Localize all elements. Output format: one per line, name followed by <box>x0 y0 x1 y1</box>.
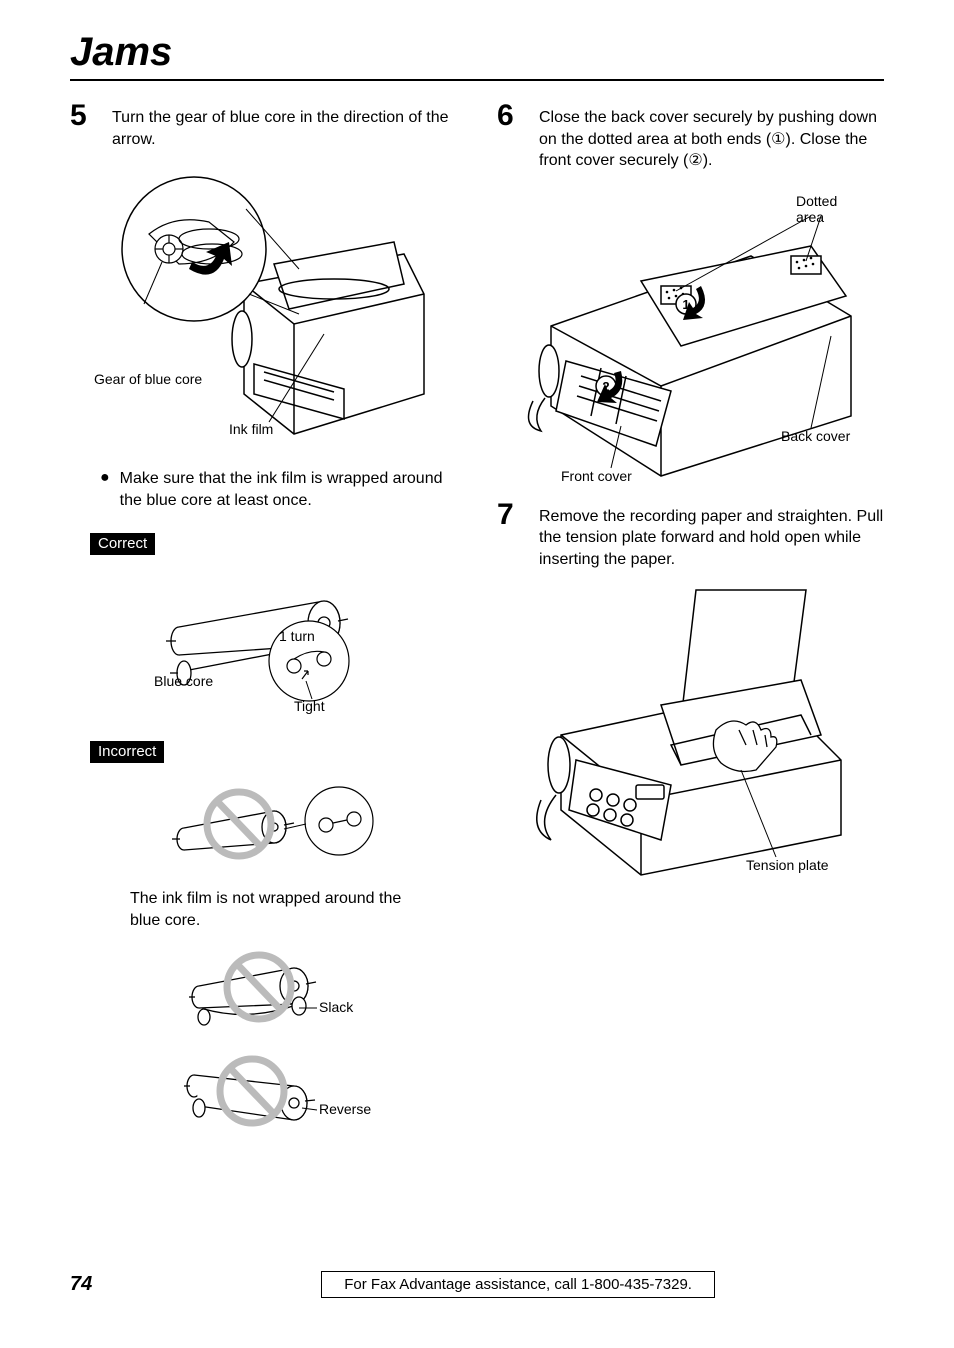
step-7-number: 7 <box>497 500 521 530</box>
step-5: 5 Turn the gear of blue core in the dire… <box>70 101 457 150</box>
step-5-number: 5 <box>70 101 94 131</box>
incorrect-diagram-1 <box>70 779 457 874</box>
label-reverse: Reverse <box>319 1101 371 1117</box>
step-7-diagram: Tension plate <box>497 585 884 885</box>
step-7: 7 Remove the recording paper and straigh… <box>497 500 884 571</box>
step-6-number: 6 <box>497 101 521 131</box>
incorrect-caption: The ink film is not wrapped around the b… <box>130 888 410 931</box>
label-blue-core: Blue core <box>154 673 213 689</box>
label-1-turn: 1 turn <box>279 628 315 644</box>
incorrect-diagram-2: Slack <box>70 942 457 1032</box>
page-number: 74 <box>70 1273 92 1296</box>
footer-assistance: For Fax Advantage assistance, call 1-800… <box>321 1271 715 1298</box>
badge-correct: Correct <box>90 533 155 555</box>
label-gear: Gear of blue core <box>94 371 202 387</box>
label-ink-film: Ink film <box>229 421 273 437</box>
label-back-cover: Back cover <box>781 428 851 444</box>
page-title: Jams <box>70 30 884 81</box>
step-6-diagram: 1 2 Dotted area Back cover Front cover <box>497 186 884 486</box>
label-tight: Tight <box>294 698 325 714</box>
badge-incorrect: Incorrect <box>90 741 164 763</box>
step-5-text: Turn the gear of blue core in the direct… <box>112 101 457 150</box>
step-6: 6 Close the back cover securely by pushi… <box>497 101 884 172</box>
bullet-text: Make sure that the ink film is wrapped a… <box>120 468 457 511</box>
label-slack: Slack <box>319 999 354 1015</box>
step-5-bullet: ● Make sure that the ink film is wrapped… <box>100 468 457 511</box>
bullet-icon: ● <box>100 468 110 511</box>
step-7-text: Remove the recording paper and straighte… <box>539 500 884 571</box>
content-columns: 5 Turn the gear of blue core in the dire… <box>70 101 884 1150</box>
correct-diagram: Blue core 1 turn Tight <box>70 571 457 721</box>
label-tension-plate: Tension plate <box>746 857 829 873</box>
page-footer: 74 For Fax Advantage assistance, call 1-… <box>70 1271 884 1298</box>
left-column: 5 Turn the gear of blue core in the dire… <box>70 101 457 1150</box>
right-column: 6 Close the back cover securely by pushi… <box>497 101 884 1150</box>
step-6-text: Close the back cover securely by pushing… <box>539 101 884 172</box>
label-front-cover: Front cover <box>561 468 632 484</box>
step-5-diagram: Gear of blue core Ink film <box>70 164 457 454</box>
incorrect-diagram-3: Reverse <box>70 1046 457 1136</box>
